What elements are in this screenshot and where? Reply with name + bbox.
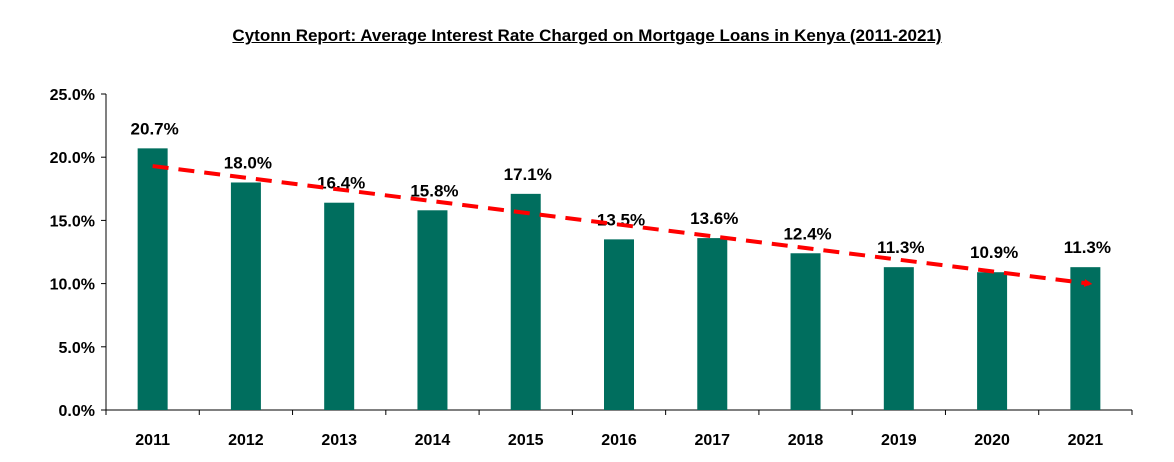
data-label-2012: 18.0% [224,153,272,172]
bar-2012 [230,182,261,410]
y-tick-label: 5.0% [59,340,95,357]
data-label-2017: 13.6% [690,209,738,228]
bar-2016 [604,239,634,410]
data-label-2019: 11.3% [877,238,924,257]
bar-2013 [324,202,355,410]
x-tick-label: 2016 [601,432,637,449]
y-tick-label: 20.0% [50,150,95,167]
bar-2017 [697,238,728,410]
trendline [152,164,1093,287]
x-tick-label: 2018 [788,432,824,449]
data-label-2011: 20.7% [131,119,179,138]
data-label-2015: 17.1% [504,165,552,184]
x-tick-label: 2019 [881,432,917,449]
data-label-2021: 11.3% [1064,238,1111,257]
bar-2018 [790,253,821,410]
y-tick-label: 0.0% [59,403,95,420]
bar-2020 [977,272,1008,410]
bar-2011 [137,148,168,411]
bar-2019 [883,267,914,410]
bar-2014 [417,210,448,410]
x-tick-label: 2017 [694,432,730,449]
bar-2021 [1070,267,1101,410]
data-label-2018: 12.4% [783,224,831,243]
x-tick-label: 2021 [1068,432,1104,449]
x-tick-label: 2014 [415,432,451,449]
data-label-2020: 10.9% [970,243,1018,262]
x-tick-label: 2015 [508,432,544,449]
x-tick-label: 2012 [228,432,264,449]
x-tick-label: 2011 [135,432,170,449]
y-tick-label: 10.0% [50,277,95,294]
y-tick-label: 25.0% [50,87,95,104]
y-tick-label: 15.0% [50,213,95,230]
data-label-2014: 15.8% [410,181,458,200]
x-tick-label: 2013 [321,432,357,449]
chart-title: Cytonn Report: Average Interest Rate Cha… [232,26,942,45]
bar-2015 [510,193,541,410]
x-tick-label: 2020 [974,432,1010,449]
data-label-2013: 16.4% [317,174,365,193]
